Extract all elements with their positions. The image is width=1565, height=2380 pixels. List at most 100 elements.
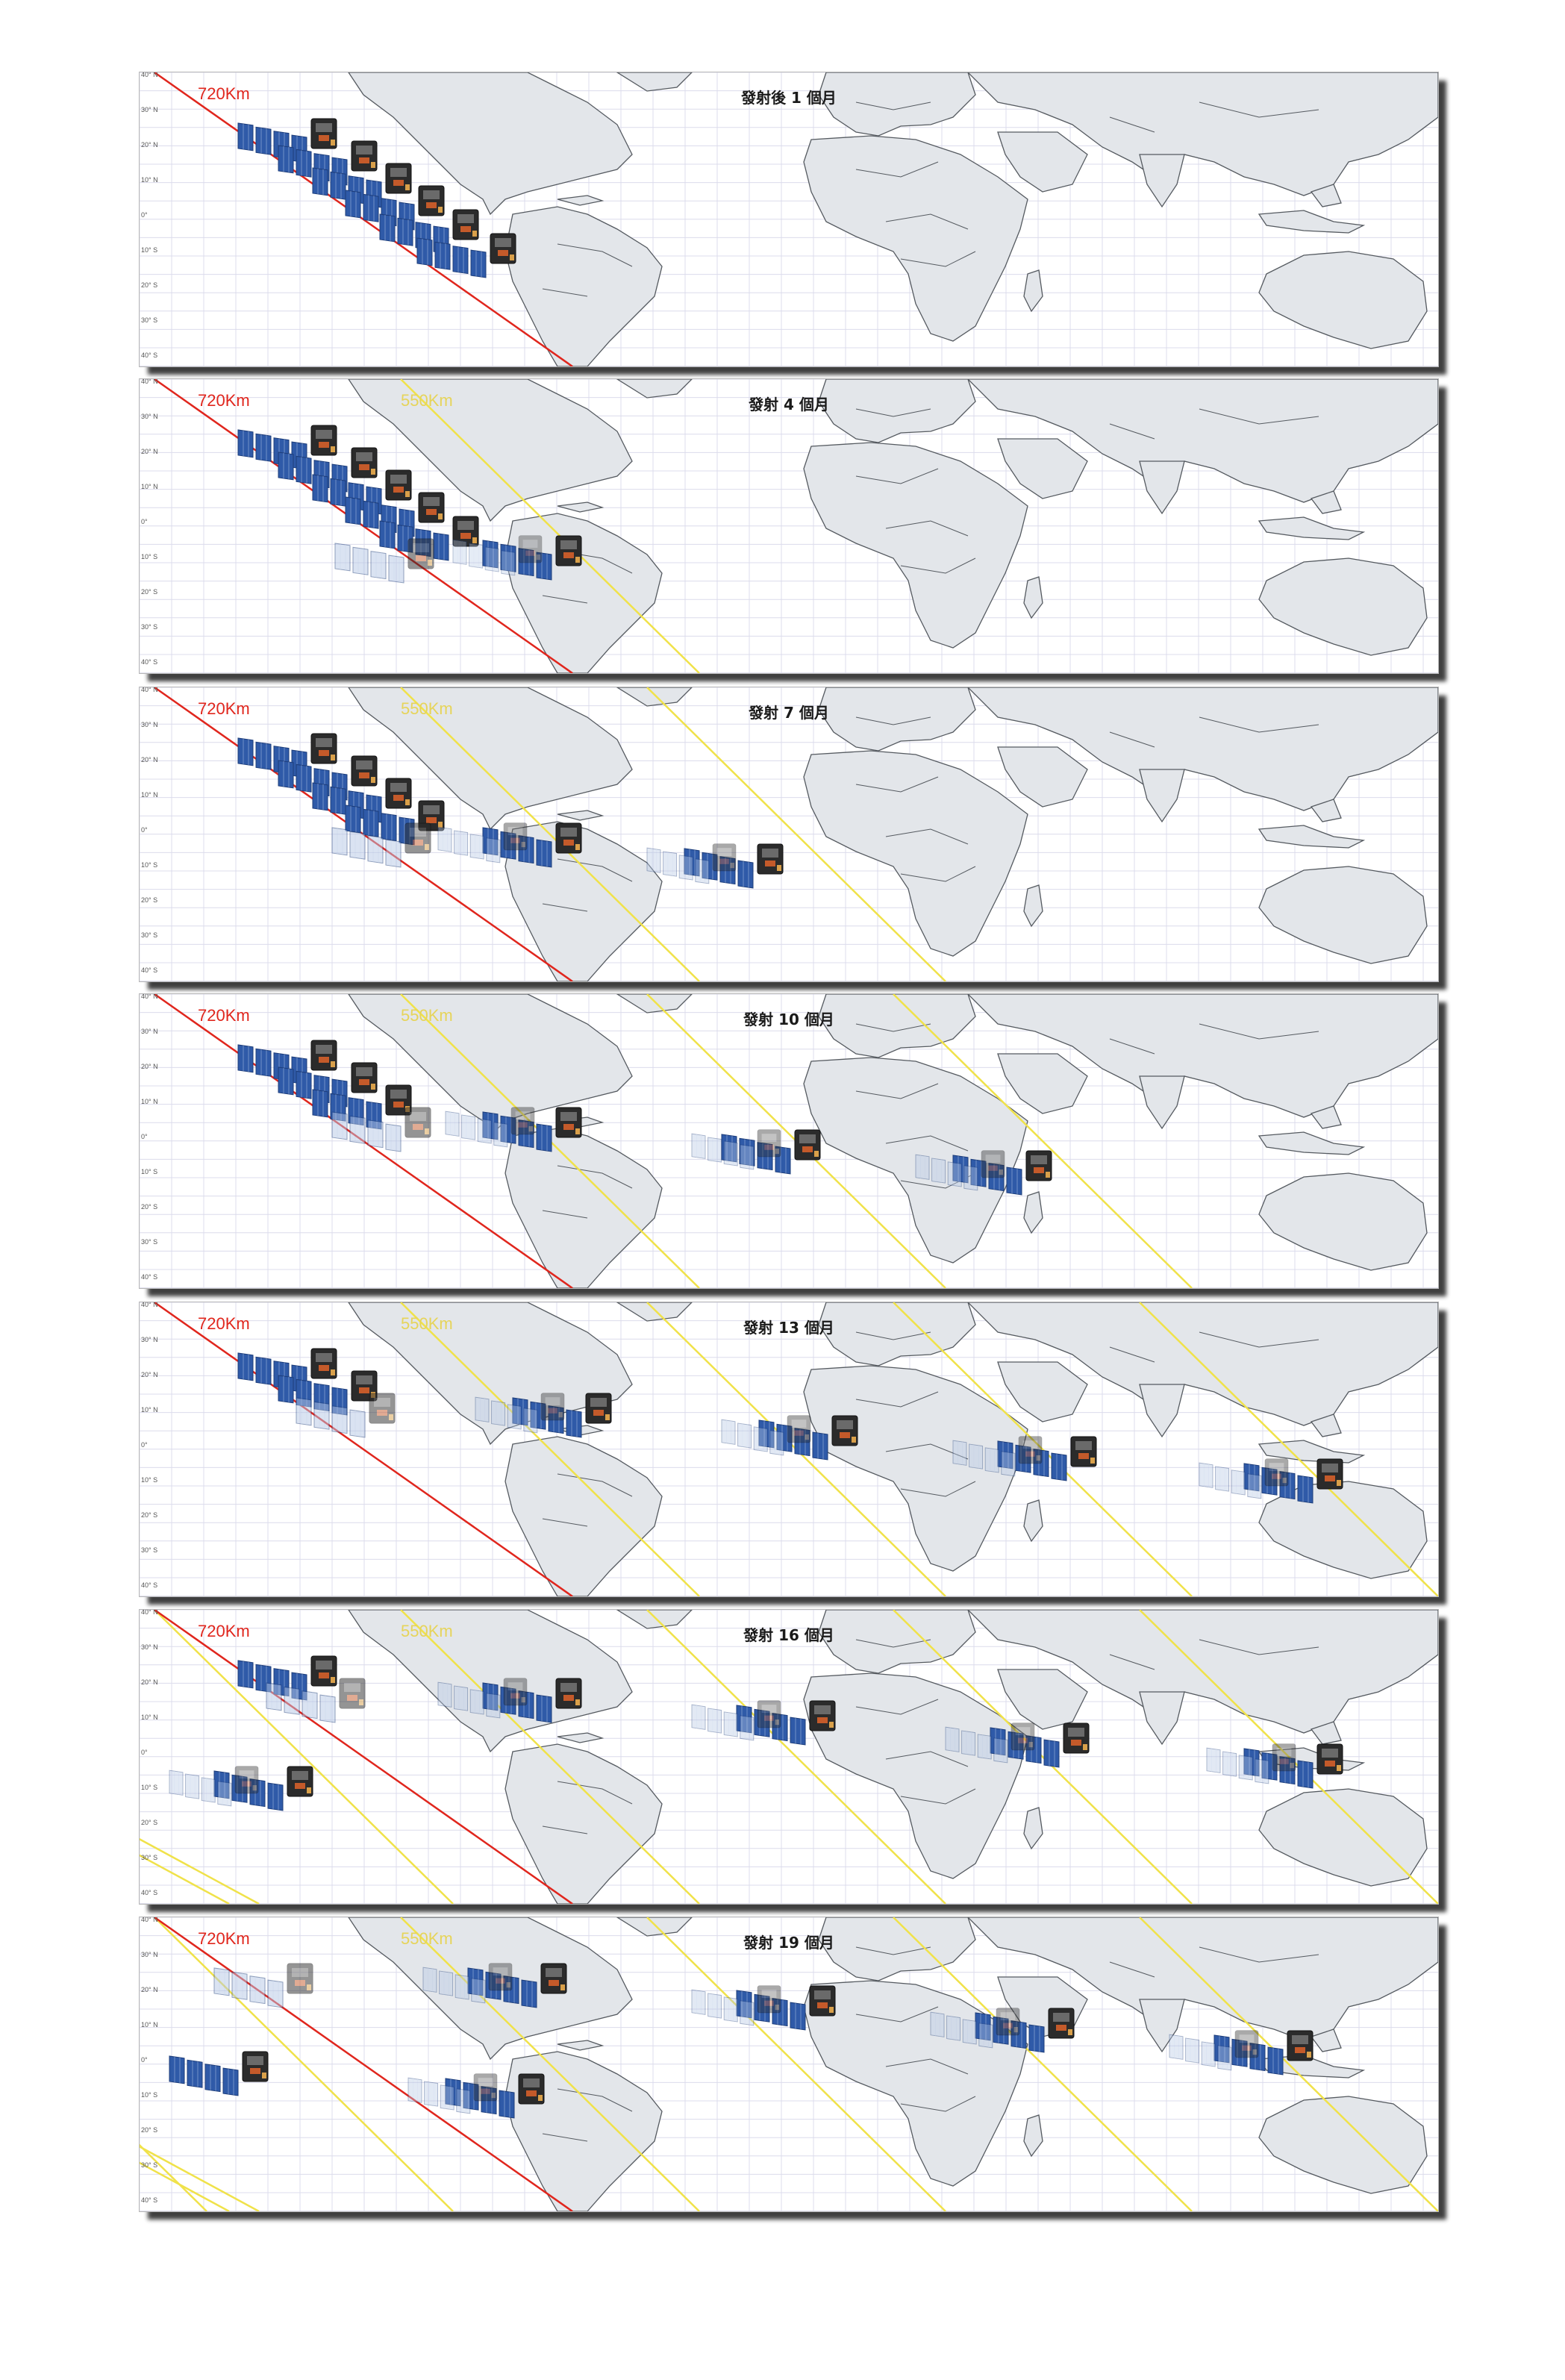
solar-panel <box>469 834 484 860</box>
solar-panel <box>997 1440 1013 1469</box>
solar-panel <box>302 1690 318 1720</box>
orbit-550-track <box>400 379 700 673</box>
landmass <box>348 72 633 216</box>
solar-panel <box>757 1142 773 1171</box>
world-map-panel: 40° N 30° N 20° N 10° N 0° 10° S 20° S 30° S 40°… <box>139 993 1439 1289</box>
landmass <box>505 206 663 366</box>
landmass <box>967 687 1438 811</box>
solar-panel <box>684 848 700 877</box>
solar-panel <box>518 835 534 864</box>
solar-panel <box>961 1730 976 1756</box>
satellite-group <box>997 1436 1097 1481</box>
solar-panel <box>548 1405 564 1434</box>
solar-panel <box>790 2002 806 2031</box>
landmass <box>1258 1172 1428 1271</box>
satellite-group <box>1169 2030 1259 2071</box>
satellite-group <box>1213 2030 1313 2076</box>
latitude-label: 30° S <box>141 931 158 939</box>
orbit-panel: 40° N 30° N 20° N 10° N 0° 10° S 20° S 30° S 40°… <box>139 687 1446 990</box>
landmass <box>1258 1481 1428 1579</box>
solar-panel <box>1199 1462 1213 1488</box>
latitude-label: 30° S <box>141 316 158 324</box>
solar-panel <box>213 1967 230 1996</box>
latitude-label: 10° S <box>141 1168 158 1175</box>
landmasses <box>348 994 1438 1288</box>
solar-panel <box>723 1140 738 1166</box>
solar-panel <box>707 1993 722 2019</box>
panel-title: 發射 10 個月 <box>743 1011 834 1028</box>
landmass <box>557 1732 605 1743</box>
solar-panel <box>482 1682 499 1711</box>
landmass <box>997 746 1088 808</box>
satellite-group <box>482 1678 582 1723</box>
solar-panel <box>237 1044 254 1073</box>
landmass <box>803 750 1028 957</box>
landmass <box>818 1610 976 1674</box>
solar-panel <box>1051 1452 1067 1481</box>
solar-panel <box>454 830 469 856</box>
satellite-group <box>169 1766 259 1807</box>
solar-panel <box>482 1111 499 1140</box>
satellites <box>237 118 516 278</box>
landmass <box>1023 884 1043 928</box>
orbit-720-label: 720Km <box>198 699 250 718</box>
solar-panel <box>1201 2041 1216 2067</box>
solar-panel <box>507 1404 522 1430</box>
satellite-group <box>278 755 378 801</box>
orbit-720-track <box>154 1610 573 1904</box>
orbit-550-track <box>893 994 1193 1288</box>
solar-panel <box>237 737 254 766</box>
satellite-group <box>169 2051 269 2096</box>
latitude-label: 20° S <box>141 896 158 904</box>
solar-panel <box>1043 1739 1060 1768</box>
satellite-group <box>416 233 516 278</box>
solar-panel <box>379 520 396 549</box>
orbit-550-track <box>400 1610 700 1904</box>
solar-panel <box>1243 1463 1260 1492</box>
satellite-group <box>331 822 431 868</box>
world-map <box>140 1302 1438 1596</box>
latitude-label: 0° <box>141 2056 148 2064</box>
solar-panel <box>1238 1755 1253 1781</box>
orbit-panel: 40° N 30° N 20° N 10° N 0° 10° S 20° S 30° S 40°… <box>139 1302 1446 1605</box>
landmass <box>1310 1414 1342 1437</box>
satellite-group <box>736 1985 836 2031</box>
landmass <box>1258 557 1428 656</box>
solar-panel <box>331 1111 348 1140</box>
solar-panel <box>737 1422 752 1449</box>
satellite-group <box>407 2073 498 2114</box>
satellite-group <box>237 118 337 163</box>
satellite-group <box>266 1678 366 1723</box>
solar-panel <box>723 1711 738 1737</box>
orbit-550-tracks <box>400 687 946 981</box>
world-map <box>140 687 1438 981</box>
solar-panel <box>691 1133 706 1159</box>
solar-panel <box>482 827 499 856</box>
orbit-720-label: 720Km <box>198 1929 250 1948</box>
satellite-group <box>452 535 543 576</box>
solar-panel <box>469 543 484 569</box>
solar-panel <box>345 496 361 525</box>
solar-panel <box>945 1726 960 1752</box>
landmass <box>1023 1191 1043 1234</box>
solar-panel <box>278 1375 294 1404</box>
satellite-group <box>1206 1743 1296 1784</box>
landmass <box>557 2040 605 2051</box>
landmass <box>616 1917 693 1937</box>
satellite-group <box>952 1436 1043 1477</box>
solar-panel <box>463 2081 479 2111</box>
landmass <box>505 1743 663 1904</box>
solar-panel <box>266 1682 282 1711</box>
landmass <box>348 379 633 522</box>
solar-panel <box>500 543 516 572</box>
solar-panel <box>482 540 499 569</box>
latitude-label: 20° N <box>141 756 158 763</box>
solar-panel <box>469 1689 484 1715</box>
solar-panel <box>753 1426 768 1452</box>
latitude-label: 20° N <box>141 448 158 455</box>
satellite-bus <box>757 1129 781 1158</box>
satellite-group <box>945 1722 1035 1764</box>
solar-panel <box>1169 2034 1184 2060</box>
solar-panel <box>707 1137 722 1163</box>
solar-panel <box>345 805 361 834</box>
